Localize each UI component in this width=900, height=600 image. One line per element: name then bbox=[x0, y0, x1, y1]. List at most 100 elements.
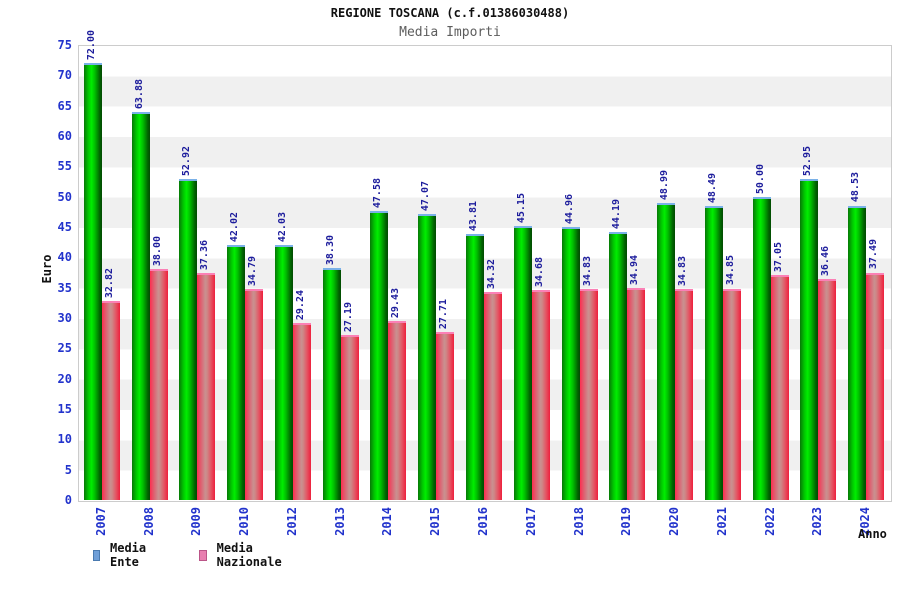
bar-media-nazionale-2009 bbox=[197, 273, 216, 500]
y-tick-label: 15 bbox=[57, 402, 72, 416]
bar-value-label: 38.30 bbox=[324, 234, 336, 265]
bar-media-nazionale-2016 bbox=[484, 291, 502, 500]
bar-media-ente-2019 bbox=[609, 231, 628, 500]
bar-value-label: 34.79 bbox=[247, 255, 259, 286]
bar-media-ente-2023 bbox=[800, 178, 819, 500]
bar-media-ente-2020 bbox=[657, 202, 676, 500]
x-tick-label-2017: 2017 bbox=[523, 507, 538, 536]
bar-media-ente-2017 bbox=[513, 226, 532, 500]
bar-value-label: 27.19 bbox=[342, 301, 354, 333]
y-tick-label: 40 bbox=[57, 250, 72, 265]
bar-value-label: 37.36 bbox=[199, 240, 211, 271]
y-tick-label: 70 bbox=[57, 68, 72, 83]
bar-media-nazionale-2008 bbox=[149, 269, 168, 500]
legend-swatch-media-ente-icon bbox=[93, 549, 100, 561]
bar-media-nazionale-2007 bbox=[101, 300, 120, 500]
y-tick-label: 10 bbox=[57, 432, 72, 447]
y-tick-label: 55 bbox=[57, 159, 72, 174]
bar-media-nazionale-2020 bbox=[675, 288, 694, 500]
bar-value-label: 38.00 bbox=[151, 236, 163, 267]
bar-value-label: 42.03 bbox=[276, 211, 288, 243]
bar-media-ente-2022 bbox=[752, 196, 771, 500]
bar-media-nazionale-2015 bbox=[436, 331, 455, 500]
bar-value-label: 42.02 bbox=[229, 211, 241, 243]
legend-swatch-media-nazionale-icon bbox=[199, 549, 207, 561]
x-tick-label-2016: 2016 bbox=[476, 507, 490, 536]
bar-value-label: 29.43 bbox=[390, 288, 402, 319]
bar-value-label: 34.83 bbox=[581, 255, 593, 286]
bar-media-ente-2021 bbox=[704, 205, 723, 500]
bar-media-ente-2013 bbox=[322, 267, 341, 500]
x-tick-label-2023: 2023 bbox=[810, 507, 825, 536]
bar-value-label: 34.32 bbox=[486, 258, 497, 289]
bar-media-ente-2015 bbox=[418, 214, 437, 500]
bar-value-label: 48.99 bbox=[659, 169, 671, 200]
y-tick-label: 35 bbox=[57, 280, 72, 295]
y-tick-label: 45 bbox=[57, 220, 72, 234]
bar-value-label: 29.24 bbox=[294, 289, 306, 320]
y-tick-label: 25 bbox=[57, 341, 72, 356]
bar-value-label: 48.49 bbox=[706, 172, 718, 203]
x-tick-label-2012: 2012 bbox=[284, 507, 299, 536]
x-tick-label-2021: 2021 bbox=[714, 507, 729, 536]
bar-media-ente-2024 bbox=[848, 205, 867, 500]
x-tick-label-2010: 2010 bbox=[237, 507, 252, 536]
x-tick-label-2020: 2020 bbox=[667, 507, 682, 536]
bar-media-ente-2009 bbox=[179, 178, 198, 500]
y-tick-label: 0 bbox=[64, 493, 72, 507]
legend-label-media-nazionale: Media Nazionale bbox=[216, 541, 282, 569]
bar-value-label: 37.49 bbox=[868, 239, 880, 270]
bar-media-nazionale-2018 bbox=[579, 288, 598, 500]
bar-value-label: 43.81 bbox=[468, 201, 479, 232]
x-tick-label-2008: 2008 bbox=[141, 507, 156, 536]
y-axis-title: Euro bbox=[40, 254, 54, 284]
bar-media-ente-2018 bbox=[561, 227, 580, 500]
bars-layer: 72.00 32.82 63.88 38.00 52.92 37.36 42.02 34.79… bbox=[78, 30, 890, 500]
x-tick-label-2015: 2015 bbox=[428, 507, 443, 536]
bar-media-nazionale-2017 bbox=[531, 289, 550, 500]
x-axis-title: Anno bbox=[858, 527, 887, 541]
y-tick-label: 65 bbox=[57, 98, 72, 113]
y-tick-label: 30 bbox=[57, 311, 72, 325]
bar-value-label: 63.88 bbox=[133, 79, 145, 110]
legend-item-media-nazionale: Media Nazionale bbox=[199, 541, 285, 569]
bar-media-ente-2016 bbox=[466, 234, 484, 500]
legend-label-media-ente: Media Ente bbox=[110, 541, 147, 569]
bar-media-nazionale-2024 bbox=[866, 272, 885, 500]
bar-media-nazionale-2014 bbox=[388, 321, 407, 500]
bar-media-nazionale-2023 bbox=[818, 278, 837, 500]
bar-value-label: 34.68 bbox=[533, 256, 545, 287]
bar-value-label: 37.05 bbox=[772, 242, 784, 273]
y-tick-label: 60 bbox=[57, 129, 72, 143]
y-tick-label: 50 bbox=[57, 189, 72, 204]
bar-media-ente-2014 bbox=[370, 211, 389, 500]
bar-media-nazionale-2012 bbox=[292, 322, 311, 500]
chart-subtitle: Media Importi bbox=[399, 25, 501, 40]
bar-value-label: 36.46 bbox=[820, 245, 832, 276]
bar-media-nazionale-2021 bbox=[722, 288, 741, 500]
bar-value-label: 44.96 bbox=[563, 194, 575, 225]
legend-item-media-ente: Media Ente bbox=[93, 541, 150, 569]
bar-media-ente-2012 bbox=[274, 245, 293, 500]
bar-value-label: 34.85 bbox=[724, 255, 736, 286]
y-tick-label: 20 bbox=[57, 371, 72, 386]
chart-title: REGIONE TOSCANA (c.f.01386030488) bbox=[330, 6, 570, 20]
bar-media-nazionale-2010 bbox=[245, 288, 264, 500]
bar-value-label: 52.92 bbox=[181, 145, 193, 176]
x-tick-label-2019: 2019 bbox=[619, 507, 634, 536]
bar-value-label: 50.00 bbox=[754, 163, 766, 194]
bar-media-ente-2007 bbox=[83, 63, 102, 500]
bar-value-label: 32.82 bbox=[103, 267, 115, 298]
x-tick-label-2022: 2022 bbox=[762, 507, 777, 536]
bar-value-label: 27.71 bbox=[438, 298, 450, 329]
bar-media-ente-2010 bbox=[227, 245, 246, 500]
bar-media-nazionale-2013 bbox=[340, 335, 359, 500]
bar-value-label: 47.58 bbox=[372, 178, 384, 209]
bar-value-label: 72.00 bbox=[85, 30, 97, 61]
y-tick-label: 75 bbox=[57, 38, 72, 52]
bar-value-label: 52.95 bbox=[802, 145, 814, 176]
bar-value-label: 44.19 bbox=[611, 198, 623, 229]
x-tick-label-2009: 2009 bbox=[189, 507, 204, 536]
bar-media-nazionale-2019 bbox=[627, 288, 646, 500]
